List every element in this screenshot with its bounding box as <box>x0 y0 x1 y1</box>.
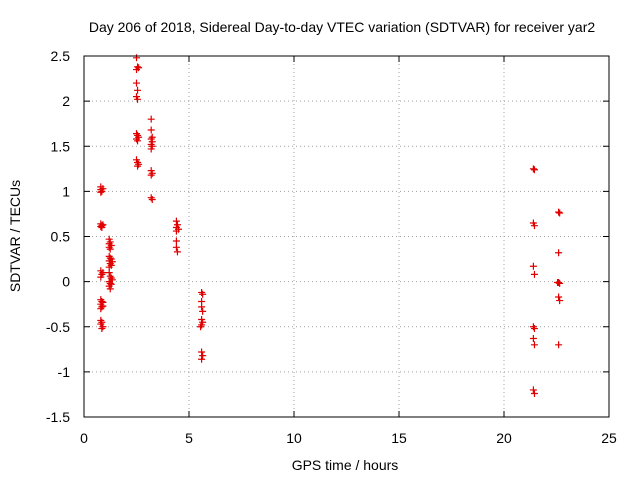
data-point <box>172 237 180 245</box>
data-point <box>529 165 537 173</box>
plot-frame <box>83 55 610 418</box>
data-point <box>106 285 114 293</box>
x-tick-label: 0 <box>80 430 88 446</box>
data-point <box>133 79 140 87</box>
x-tick-label: 15 <box>391 430 407 446</box>
data-point <box>97 223 105 231</box>
y-tick-label: -0.5 <box>46 319 70 335</box>
data-points <box>97 54 564 398</box>
data-point <box>529 334 537 342</box>
y-tick-label: -1 <box>58 364 71 380</box>
data-point <box>99 298 107 306</box>
grid-lines <box>84 56 609 417</box>
data-point <box>106 245 114 253</box>
data-point <box>554 279 562 287</box>
data-point <box>134 137 142 145</box>
data-point <box>530 222 538 230</box>
data-point <box>199 307 207 315</box>
data-point <box>98 223 106 231</box>
axis-ticks <box>83 55 610 418</box>
x-axis-label: GPS time / hours <box>292 457 399 473</box>
data-point <box>173 248 181 256</box>
data-point <box>529 262 537 270</box>
data-point <box>198 355 206 363</box>
y-axis-label: SDTVAR / TECUs <box>7 180 23 292</box>
y-tick-label: 1 <box>62 183 70 199</box>
data-point <box>555 208 563 216</box>
tick-labels: 0 5 10 15 20 25 -1.5 -1 -0.5 0 0.5 1 1.5 2 2.5 <box>46 48 617 446</box>
y-tick-label: -1.5 <box>46 409 70 425</box>
x-tick-label: 25 <box>601 430 617 446</box>
data-point <box>197 323 205 331</box>
data-point <box>530 166 538 174</box>
x-tick-label: 10 <box>286 430 302 446</box>
data-point <box>98 318 106 326</box>
data-point <box>147 115 155 123</box>
data-point <box>199 352 207 360</box>
data-point <box>172 227 180 235</box>
data-point <box>97 273 105 281</box>
x-tick-label: 5 <box>185 430 193 446</box>
data-point <box>530 270 538 278</box>
data-point <box>198 303 206 311</box>
data-point <box>133 54 140 62</box>
data-point <box>99 185 107 193</box>
data-point <box>555 249 563 257</box>
data-point <box>555 341 563 349</box>
data-point <box>556 209 564 217</box>
y-tick-label: 2 <box>62 93 70 109</box>
data-point <box>147 145 155 153</box>
data-point <box>147 126 155 134</box>
data-point <box>147 194 155 202</box>
data-point <box>147 171 155 179</box>
y-tick-label: 0.5 <box>51 229 71 245</box>
data-point <box>135 64 143 72</box>
data-point <box>98 325 106 333</box>
data-point <box>134 162 142 170</box>
data-point <box>134 86 142 94</box>
data-point <box>198 348 206 356</box>
data-point <box>529 323 537 331</box>
data-point <box>148 195 156 203</box>
data-point <box>555 293 563 301</box>
data-point <box>198 288 206 296</box>
data-point <box>97 305 105 313</box>
data-point <box>530 390 538 398</box>
data-point <box>199 290 207 298</box>
data-point <box>99 269 107 277</box>
data-point <box>97 188 105 196</box>
data-point <box>556 297 564 305</box>
data-point <box>529 386 537 394</box>
data-point <box>530 341 538 349</box>
data-point <box>172 243 180 251</box>
x-tick-label: 20 <box>496 430 512 446</box>
y-tick-label: 1.5 <box>51 138 71 154</box>
data-point <box>105 269 113 277</box>
data-point <box>530 325 538 333</box>
data-point <box>134 95 142 103</box>
chart-title: Day 206 of 2018, Sidereal Day-to-day VTE… <box>89 19 595 35</box>
data-point <box>172 217 180 225</box>
y-tick-label: 0 <box>62 274 70 290</box>
y-tick-label: 2.5 <box>51 48 71 64</box>
